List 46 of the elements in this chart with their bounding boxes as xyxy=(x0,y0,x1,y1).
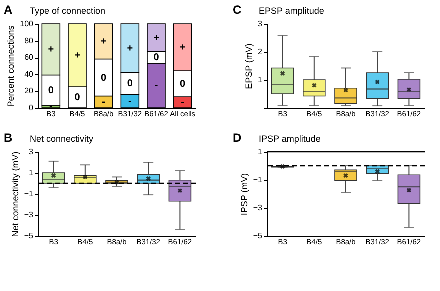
y-tick-label: −5 xyxy=(24,232,34,240)
y-tick-label: −1 xyxy=(253,176,264,184)
y-tick-label: 1 xyxy=(258,148,264,156)
y-tick-label: 80 xyxy=(24,36,34,46)
y-tick-label: 1 xyxy=(258,76,264,84)
text: 0 xyxy=(180,79,186,90)
y-axis-title: Percent connections xyxy=(6,25,16,108)
text: + xyxy=(154,32,160,44)
text: - xyxy=(181,98,185,109)
y-tick-label: 3 xyxy=(258,20,264,28)
text: + xyxy=(100,36,107,48)
y-axis-title: Net connectivity (mV) xyxy=(10,152,20,238)
y-tick-label: 60 xyxy=(24,53,34,62)
text: 0 xyxy=(101,72,107,84)
y-axis-title: EPSP (mV) xyxy=(244,44,254,90)
y-tick-label: 1 xyxy=(29,168,34,178)
text: + xyxy=(74,50,80,62)
y-axis-title: IPSP (mV) xyxy=(239,173,250,216)
chart-title: EPSP amplitude xyxy=(259,6,324,16)
y-tick-label: −1 xyxy=(24,190,34,198)
chart-title: Type of connection xyxy=(30,6,106,16)
text: 0 xyxy=(127,78,133,90)
text: C xyxy=(233,3,242,17)
y-tick-label: 0 xyxy=(29,104,34,112)
series-label: - xyxy=(102,97,106,108)
chart-title: IPSP amplitude xyxy=(259,134,321,144)
text: 0 xyxy=(74,92,80,104)
text: B xyxy=(4,131,13,145)
y-tick-label: −5 xyxy=(253,232,264,240)
chart-title: Net connectivity xyxy=(30,134,94,144)
y-tick-label: 3 xyxy=(29,148,34,156)
series-label: 0 xyxy=(154,52,160,64)
y-tick-label: 2 xyxy=(258,48,264,56)
text: A xyxy=(4,3,13,17)
y-tick-label: −3 xyxy=(24,210,34,220)
text: 0 xyxy=(48,85,54,96)
text: + xyxy=(180,42,186,54)
y-tick-label: 100 xyxy=(20,20,34,28)
text: + xyxy=(48,44,54,56)
text: D xyxy=(233,131,242,145)
y-tick-label: 20 xyxy=(24,86,34,96)
series-label: + xyxy=(127,43,134,54)
text: - xyxy=(128,96,132,108)
y-tick-label: −3 xyxy=(253,204,264,212)
text: - xyxy=(154,80,158,92)
y-tick-label: 40 xyxy=(24,70,34,79)
